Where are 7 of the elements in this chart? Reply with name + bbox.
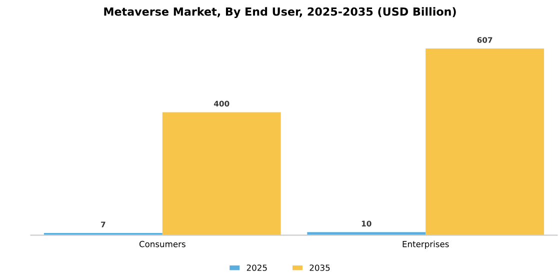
- bar: [426, 48, 544, 236]
- legend-label: 2035: [310, 264, 330, 271]
- chart-title: Metaverse Market, By End User, 2025-2035 (USD Billion): [104, 7, 456, 18]
- legend-label: 2025: [246, 264, 267, 271]
- bar: [162, 112, 281, 236]
- x-tick-label: Enterprises: [402, 240, 449, 249]
- x-tick-label: Consumers: [139, 240, 186, 248]
